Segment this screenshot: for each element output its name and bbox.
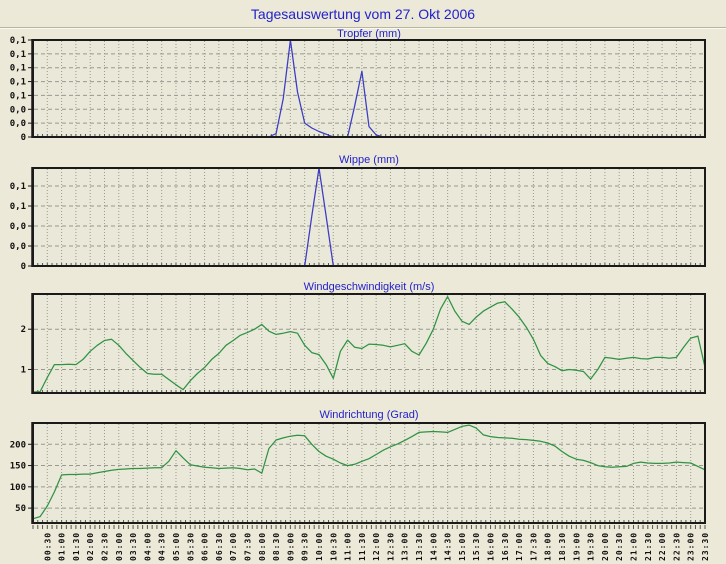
chart-title-tropfer: Tropfer (mm) — [337, 28, 401, 40]
x-tick-label: 03:00 — [115, 532, 124, 561]
x-tick-label: 12:00 — [372, 532, 381, 561]
x-tick-label: 04:00 — [143, 532, 152, 561]
plot-frame — [32, 293, 706, 394]
page-title: Tagesauswertung vom 27. Okt 2006 — [250, 6, 476, 22]
y-tick-label: 0 — [21, 262, 26, 272]
x-tick-label: 02:00 — [86, 532, 95, 561]
x-tick-label: 13:30 — [415, 532, 424, 561]
x-tick-label: 09:30 — [301, 532, 310, 561]
y-tick-label: 150 — [10, 462, 26, 472]
x-tick-label: 23:30 — [701, 532, 710, 561]
chart-title-windgeschwindigkeit: Windgeschwindigkeit (m/s) — [303, 281, 435, 293]
chart-title-wippe: Wippe (mm) — [339, 154, 399, 166]
x-tick-label: 12:30 — [386, 532, 395, 561]
series-line-windrichtung — [32, 424, 706, 520]
y-tick-label: 0,0 — [10, 119, 26, 129]
chart-windgeschwindigkeit: 21 — [21, 293, 706, 394]
y-tick-label: 0,1 — [10, 64, 26, 74]
x-tick-label: 08:00 — [258, 532, 267, 561]
x-tick-label: 21:00 — [630, 532, 639, 561]
y-tick-label: 0,1 — [10, 36, 26, 46]
y-tick-label: 0 — [21, 133, 26, 143]
x-tick-label: 09:00 — [286, 532, 295, 561]
y-tick-label: 0,1 — [10, 50, 26, 60]
plot-frame — [32, 422, 706, 524]
y-tick-label: 0,1 — [10, 78, 26, 88]
y-tick-label: 0,1 — [10, 182, 26, 192]
y-tick-label: 0,0 — [10, 242, 26, 252]
chart-wippe: 0,1 0,1 0,0 0,0 0 — [10, 167, 706, 272]
x-tick-label: 11:30 — [358, 532, 367, 561]
series-line-windgeschwindigkeit — [32, 295, 706, 393]
x-tick-label: 14:00 — [429, 532, 438, 561]
x-tick-label: 07:30 — [244, 532, 253, 561]
x-tick-label: 07:00 — [229, 532, 238, 561]
x-tick-label: 17:00 — [515, 532, 524, 561]
x-tick-label: 06:30 — [215, 532, 224, 561]
x-tick-label: 10:00 — [315, 532, 324, 561]
y-tick-label: 100 — [10, 483, 26, 493]
x-tick-label: 03:30 — [129, 532, 138, 561]
y-tick-label: 0,1 — [10, 202, 26, 212]
x-tick-label: 01:30 — [72, 532, 81, 561]
chart-windrichtung: 200 150 100 50 — [10, 422, 706, 524]
y-tick-label: 0,0 — [10, 222, 26, 232]
y-tick-label: 2 — [21, 325, 26, 335]
x-tick-label: 16:30 — [501, 532, 510, 561]
x-tick-label: 20:30 — [615, 532, 624, 561]
y-tick-label: 0,0 — [10, 105, 26, 115]
x-tick-label: 19:00 — [572, 532, 581, 561]
x-tick-label: 02:30 — [101, 532, 110, 561]
x-tick-label: 13:00 — [401, 532, 410, 561]
x-axis: 00:30 01:00 01:30 02:00 02:30 03:00 03:30 04:00… — [32, 525, 710, 561]
x-tick-label: 08:30 — [272, 532, 281, 561]
plot-frame — [32, 39, 706, 138]
x-tick-label: 20:00 — [601, 532, 610, 561]
y-tick-label: 0,1 — [10, 91, 26, 101]
x-tick-label: 22:00 — [658, 532, 667, 561]
title-divider — [0, 27, 726, 29]
x-tick-label: 22:30 — [672, 532, 681, 561]
x-tick-label: 04:30 — [158, 532, 167, 561]
x-tick-label: 17:30 — [529, 532, 538, 561]
x-tick-label: 15:30 — [472, 532, 481, 561]
x-tick-label: 00:30 — [43, 532, 52, 561]
chart-tropfer: 0,1 0,1 0,1 0,1 0,1 0,0 0,0 0 — [10, 36, 706, 143]
plot-area-tropfer — [33, 40, 705, 137]
x-tick-label: 18:30 — [558, 532, 567, 561]
x-tick-label: 19:30 — [587, 532, 596, 561]
plot-area-wippe — [33, 168, 705, 266]
x-tick-label: 15:00 — [458, 532, 467, 561]
x-tick-label: 18:00 — [544, 532, 553, 561]
x-tick-label: 21:30 — [644, 532, 653, 561]
plot-frame — [32, 167, 706, 267]
y-tick-label: 1 — [21, 365, 26, 375]
plot-area-windrichtung — [33, 423, 705, 523]
x-tick-label: 05:00 — [172, 532, 181, 561]
x-tick-label: 23:00 — [687, 532, 696, 561]
y-tick-label: 200 — [10, 440, 26, 450]
x-tick-label: 11:00 — [344, 532, 353, 561]
x-tick-label: 14:30 — [444, 532, 453, 561]
y-tick-label: 50 — [15, 504, 26, 514]
x-tick-label: 05:30 — [186, 532, 195, 561]
chart-title-windrichtung: Windrichtung (Grad) — [319, 409, 419, 421]
x-tick-label: 16:00 — [487, 532, 496, 561]
x-tick-label: 10:30 — [329, 532, 338, 561]
x-tick-label: 06:00 — [201, 532, 210, 561]
x-tick-label: 01:00 — [58, 532, 67, 561]
